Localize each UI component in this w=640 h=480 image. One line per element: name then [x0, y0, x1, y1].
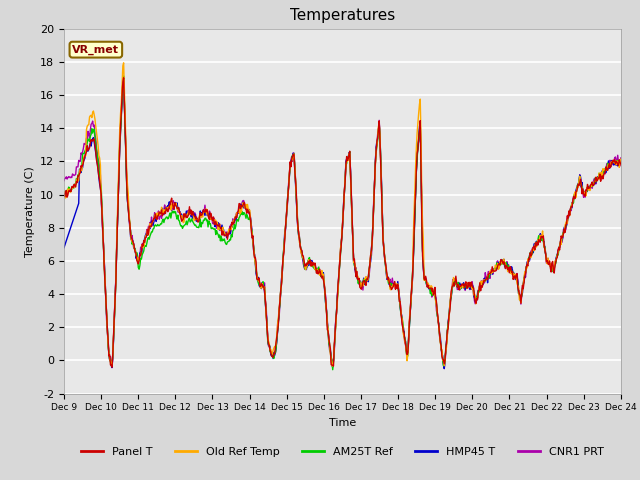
- CNR1 PRT: [185, 210, 193, 216]
- Old Ref Temp: [128, 238, 136, 244]
- HMP45 T: [617, 158, 625, 164]
- CNR1 PRT: [411, 213, 419, 218]
- CNR1 PRT: [428, 288, 435, 293]
- Line: HMP45 T: HMP45 T: [64, 78, 621, 369]
- Y-axis label: Temperature (C): Temperature (C): [24, 166, 35, 257]
- CNR1 PRT: [60, 178, 68, 183]
- CNR1 PRT: [70, 173, 78, 179]
- AM25T Ref: [329, 367, 337, 372]
- Panel T: [108, 364, 116, 370]
- AM25T Ref: [120, 73, 127, 79]
- HMP45 T: [440, 366, 448, 372]
- Old Ref Temp: [412, 165, 419, 170]
- Panel T: [120, 75, 127, 81]
- CNR1 PRT: [440, 366, 448, 372]
- Panel T: [70, 181, 78, 187]
- Old Ref Temp: [214, 227, 222, 232]
- Old Ref Temp: [329, 363, 337, 369]
- AM25T Ref: [428, 293, 436, 299]
- HMP45 T: [120, 75, 127, 81]
- Line: Old Ref Temp: Old Ref Temp: [64, 63, 621, 366]
- CNR1 PRT: [120, 75, 127, 81]
- HMP45 T: [428, 284, 435, 290]
- AM25T Ref: [412, 190, 419, 195]
- AM25T Ref: [128, 241, 136, 247]
- Panel T: [129, 239, 137, 245]
- HMP45 T: [214, 220, 222, 226]
- AM25T Ref: [70, 185, 78, 191]
- Line: Panel T: Panel T: [64, 78, 621, 367]
- Panel T: [215, 223, 223, 228]
- Legend: Panel T, Old Ref Temp, AM25T Ref, HMP45 T, CNR1 PRT: Panel T, Old Ref Temp, AM25T Ref, HMP45 …: [77, 442, 608, 461]
- Panel T: [186, 204, 193, 210]
- AM25T Ref: [214, 231, 222, 237]
- Panel T: [428, 288, 436, 294]
- CNR1 PRT: [128, 233, 136, 239]
- Panel T: [60, 191, 68, 197]
- Old Ref Temp: [70, 185, 78, 191]
- Old Ref Temp: [428, 284, 436, 289]
- Old Ref Temp: [60, 192, 68, 198]
- AM25T Ref: [185, 216, 193, 222]
- Line: CNR1 PRT: CNR1 PRT: [64, 78, 621, 369]
- AM25T Ref: [60, 193, 68, 199]
- CNR1 PRT: [214, 220, 222, 226]
- Old Ref Temp: [185, 208, 193, 214]
- CNR1 PRT: [617, 155, 625, 161]
- Line: AM25T Ref: AM25T Ref: [64, 76, 621, 370]
- HMP45 T: [185, 207, 193, 213]
- Old Ref Temp: [617, 156, 625, 162]
- Panel T: [617, 161, 625, 167]
- HMP45 T: [411, 213, 419, 218]
- AM25T Ref: [617, 160, 625, 166]
- HMP45 T: [128, 238, 136, 243]
- Panel T: [412, 189, 419, 195]
- HMP45 T: [60, 245, 68, 251]
- X-axis label: Time: Time: [329, 418, 356, 428]
- Old Ref Temp: [120, 60, 127, 66]
- Text: VR_met: VR_met: [72, 45, 119, 55]
- Title: Temperatures: Temperatures: [290, 9, 395, 24]
- HMP45 T: [70, 215, 78, 220]
